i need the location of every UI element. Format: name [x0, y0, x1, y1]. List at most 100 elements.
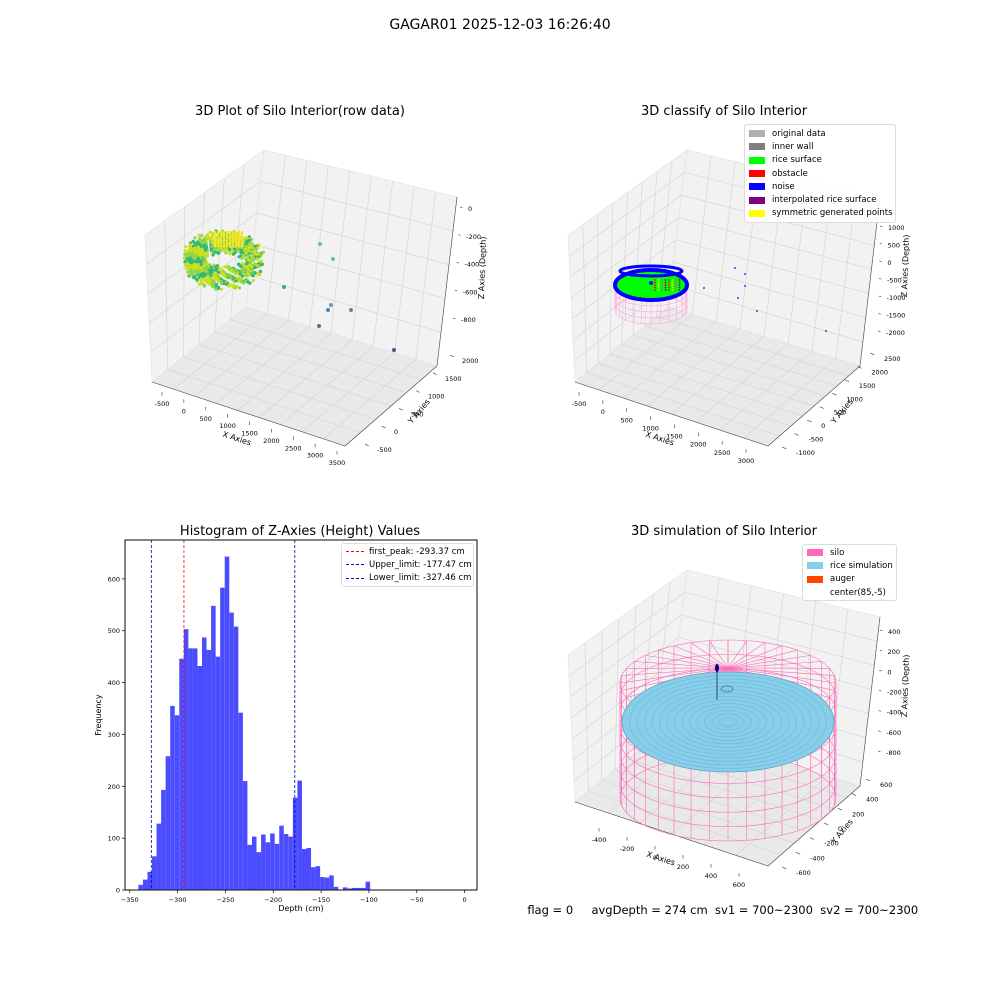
tick-label: −200: [264, 896, 282, 904]
y-axis-label: Frequency: [94, 694, 103, 736]
legend-swatch: [807, 562, 823, 570]
legend-label: center(85,-5): [830, 587, 886, 598]
histogram-bar: [138, 884, 143, 890]
legend-swatch: [807, 589, 823, 596]
histogram-bar: [265, 842, 271, 890]
legend-entry: rice simulation: [803, 559, 896, 572]
legend-swatch: [749, 196, 765, 204]
tick-label: 0: [462, 896, 466, 904]
tick-label: −300: [169, 896, 187, 904]
histogram-bar: [206, 649, 212, 890]
tick-label: 400: [108, 679, 120, 687]
histogram-bar: [292, 797, 298, 890]
legend-swatch: [807, 575, 823, 583]
histogram-bar: [188, 648, 193, 890]
histogram-bar: [161, 789, 166, 890]
legend-label: rice surface: [772, 155, 822, 166]
histogram-bar: [147, 871, 153, 890]
legend-entry: obstacle: [745, 167, 895, 180]
legend-entry: inner wall: [745, 140, 895, 153]
histogram-bar: [238, 712, 243, 890]
legend-swatch: [749, 156, 765, 164]
sv1-text: sv1 = 700~2300: [715, 903, 813, 917]
histogram-bar: [220, 587, 225, 890]
histogram-bar: [229, 612, 234, 890]
legend-swatch: [346, 551, 364, 553]
histogram-bar: [270, 833, 275, 890]
histogram-bar: [242, 781, 248, 890]
histogram-bar: [324, 877, 330, 890]
tick-label: −350: [121, 896, 139, 904]
legend-entry: noise: [745, 180, 895, 193]
histogram-bar: [152, 856, 157, 890]
histogram-bar: [297, 780, 302, 890]
histogram-bar: [202, 637, 207, 890]
tick-label: 0: [116, 887, 120, 895]
histogram-bar: [156, 823, 162, 890]
histogram-bar: [361, 887, 366, 890]
legend-label: obstacle: [772, 168, 808, 179]
legend-label: original data: [772, 128, 826, 139]
histogram-bar: [247, 844, 252, 890]
legend-label: silo: [830, 547, 845, 558]
histogram-bar: [279, 825, 284, 890]
histogram-bar: [351, 887, 357, 890]
x-axis-label: Depth (cm): [278, 904, 323, 913]
histogram-bar: [301, 849, 307, 890]
legend-entry: auger: [803, 573, 896, 586]
legend-swatch: [346, 577, 364, 579]
legend-entry: first_peak: -293.37 cm: [342, 545, 473, 558]
histogram-bar: [197, 666, 202, 890]
tick-label: 100: [108, 835, 120, 843]
panel4-legend: silo rice simulation auger center(85,-5): [802, 544, 897, 602]
legend-label: Upper_limit: -177.47 cm: [369, 559, 472, 570]
legend-label: rice simulation: [830, 560, 893, 571]
legend-label: first_peak: -293.37 cm: [369, 546, 465, 557]
legend-entry: silo: [803, 546, 896, 559]
avg-depth-text: avgDepth = 274 cm: [591, 903, 708, 917]
panel2-title: 3D classify of Silo Interior: [640, 104, 808, 119]
panel2-legend: original data inner wall rice surface obsta…: [744, 124, 896, 224]
histogram-bar: [251, 836, 257, 890]
histogram-bar: [233, 626, 239, 890]
legend-entry: Lower_limit: -327.46 cm: [342, 572, 473, 585]
histogram-bar: [274, 843, 280, 890]
histogram-legend: first_peak: -293.37 cm Upper_limit: -177.…: [341, 543, 474, 587]
legend-swatch: [749, 183, 765, 191]
status-footer: flag = 0 avgDepth = 274 cm sv1 = 700~230…: [520, 889, 918, 917]
legend-label: interpolated rice surface: [772, 195, 877, 206]
tick-label: −250: [217, 896, 235, 904]
legend-swatch: [346, 564, 364, 566]
legend-swatch: [749, 170, 765, 178]
sv2-text: sv2 = 700~2300: [820, 903, 919, 917]
histogram-bar: [261, 834, 266, 890]
tick-label: −150: [312, 896, 330, 904]
histogram-bar: [224, 556, 230, 890]
legend-entry: original data: [745, 127, 895, 140]
panel3-title: Histogram of Z-Axies (Height) Values: [179, 524, 421, 539]
panel1-title: 3D Plot of Silo Interior(row data): [195, 104, 405, 119]
histogram-bar: [174, 715, 180, 890]
histogram-bar: [315, 866, 321, 890]
legend-swatch: [807, 549, 823, 557]
panel4-title: 3D simulation of Silo Interior: [631, 524, 817, 539]
histogram-bar: [215, 656, 221, 890]
tick-label: −50: [410, 896, 424, 904]
tick-label: 200: [108, 783, 120, 791]
histogram-bar: [170, 705, 175, 890]
legend-entry: interpolated rice surface: [745, 193, 895, 206]
legend-label: symmetric generated points: [772, 208, 893, 219]
legend-entry: rice surface: [745, 154, 895, 167]
legend-entry: symmetric generated points: [745, 207, 895, 220]
histogram-bar: [211, 605, 216, 890]
histogram-bar: [356, 887, 362, 890]
histogram-bar: [342, 887, 348, 890]
histogram-bar: [320, 877, 325, 890]
legend-label: noise: [772, 181, 795, 192]
histogram-bar: [192, 648, 198, 890]
figure-title: GAGAR01 2025-12-03 16:26:40: [389, 17, 611, 33]
histogram-bar: [333, 886, 339, 890]
histogram-bar: [365, 881, 371, 890]
legend-entry: center(85,-5): [803, 586, 896, 599]
